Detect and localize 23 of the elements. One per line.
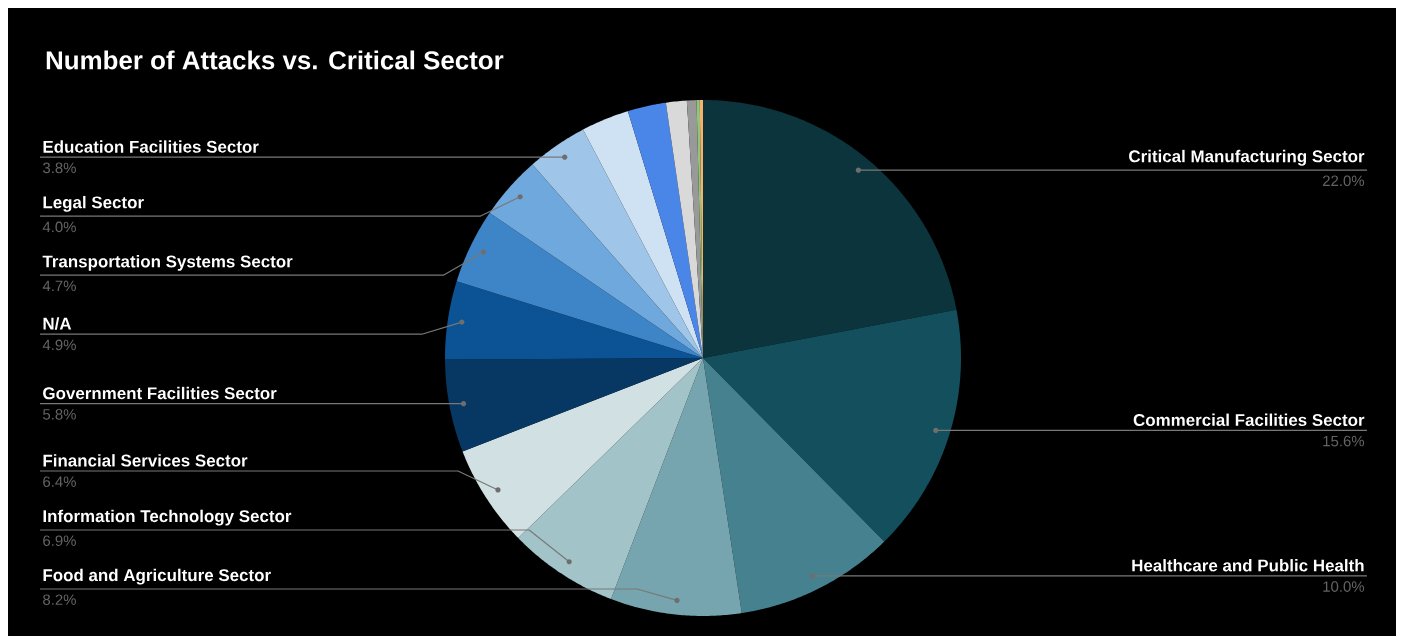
data-label: 5.8%: [43, 409, 76, 420]
slice-label: Food and Agriculture Sector: [43, 568, 271, 585]
data-label: 15.6%: [1323, 435, 1365, 447]
slice-label: Transportation Systems Sector: [42, 255, 293, 271]
data-label: 10.0%: [1323, 581, 1365, 592]
slice-label: Government Facilities Sector: [43, 386, 277, 400]
slice-label: Financial Services Sector: [43, 454, 248, 467]
data-label: 6.9%: [43, 535, 76, 546]
data-label: 3.8%: [42, 162, 76, 174]
slice-label: Information Technology Sector: [43, 509, 292, 526]
data-label: 4.0%: [42, 221, 76, 233]
data-label: 22.0%: [1322, 175, 1365, 187]
chart-title: Number of Attacks vs. Critical Sector: [46, 50, 504, 70]
data-label: 6.4%: [43, 476, 76, 487]
slice-label: Critical Manufacturing Sector: [1129, 149, 1365, 166]
slice-label: Commercial Facilities Sector: [1133, 413, 1365, 426]
data-label: 4.9%: [42, 339, 76, 351]
slice-label: N/A: [43, 317, 72, 330]
data-label: 4.7%: [42, 280, 76, 292]
data-label: 8.2%: [43, 594, 76, 605]
slice-label: Education Facilities Sector: [43, 140, 259, 153]
slice-label: Legal Sector: [43, 195, 144, 212]
slice-label: Healthcare and Public Health: [1132, 559, 1364, 572]
